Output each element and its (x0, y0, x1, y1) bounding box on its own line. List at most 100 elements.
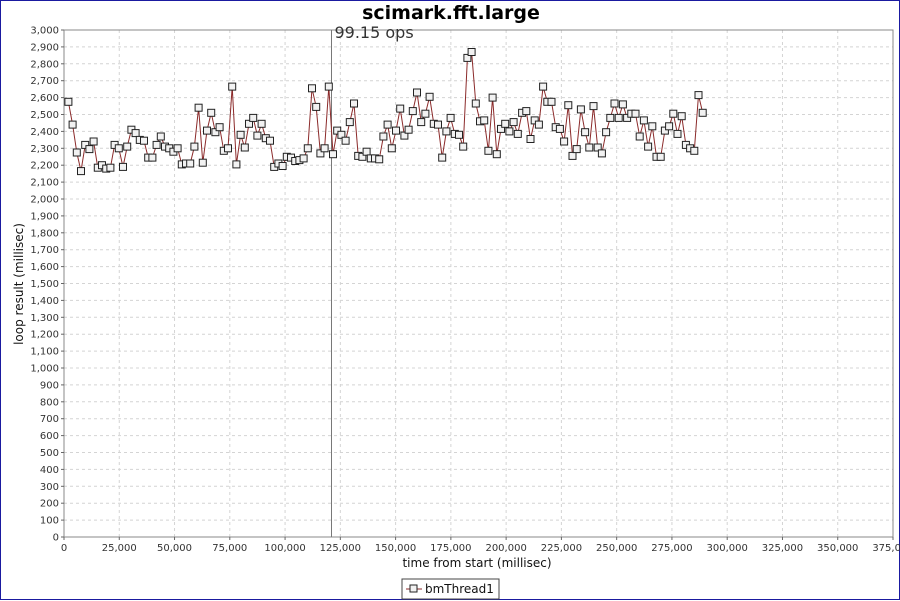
y-tick-label: 200 (40, 499, 59, 510)
data-point (698, 108, 707, 117)
data-point (404, 125, 413, 134)
x-tick-label: 75,000 (212, 543, 247, 554)
data-point (623, 113, 632, 122)
data-point (602, 128, 611, 137)
data-point (660, 126, 669, 135)
data-point (211, 128, 220, 137)
y-tick-label: 900 (40, 380, 59, 391)
data-point (198, 158, 207, 167)
data-point (383, 120, 392, 129)
data-point (484, 146, 493, 155)
data-point (610, 99, 619, 108)
data-point (341, 136, 350, 145)
y-axis-ticks: 0 100 200 300 400 500 600 700 800 900 1,000 1,100 1,… (30, 26, 64, 544)
data-point (240, 143, 249, 152)
data-point (308, 84, 316, 93)
data-point (253, 131, 262, 140)
y-tick-label: 2,100 (30, 178, 59, 189)
data-point (665, 122, 674, 131)
data-point (635, 132, 644, 141)
data-point (81, 140, 90, 149)
data-point (350, 99, 358, 108)
data-point (329, 150, 337, 159)
y-tick-label: 1,300 (30, 313, 59, 324)
data-point (140, 136, 148, 145)
x-tick-label: 225,000 (541, 543, 582, 554)
data-point (648, 122, 657, 131)
data-point (501, 119, 510, 128)
data-point (513, 129, 522, 138)
data-point (560, 137, 569, 146)
data-point (459, 142, 468, 151)
data-point (547, 97, 556, 106)
y-tick-label: 1,000 (30, 364, 59, 375)
data-point (669, 109, 678, 118)
data-point (480, 116, 489, 125)
y-tick-label: 2,700 (30, 76, 59, 87)
data-point (455, 130, 463, 139)
data-point (656, 152, 665, 161)
data-point (72, 148, 81, 157)
data-point (358, 152, 367, 161)
data-point (530, 116, 539, 125)
legend-swatch-marker (409, 584, 418, 593)
data-point (442, 127, 451, 136)
y-tick-label: 2,000 (30, 195, 59, 206)
x-tick-label: 150,000 (375, 543, 416, 554)
data-point (581, 128, 590, 137)
data-point (379, 132, 388, 141)
x-tick-label: 350,000 (817, 543, 858, 554)
data-point (534, 120, 543, 129)
x-axis-label: time from start (millisec) (402, 556, 551, 570)
y-tick-label: 100 (40, 516, 59, 527)
data-point (337, 130, 346, 139)
data-point (324, 82, 333, 91)
data-point (509, 118, 518, 127)
data-point (572, 145, 581, 154)
data-point (576, 105, 585, 114)
data-point (492, 150, 501, 159)
data-point (690, 146, 699, 155)
y-tick-label: 400 (40, 465, 59, 476)
data-point (618, 100, 627, 109)
data-point (421, 109, 430, 118)
data-point (434, 120, 442, 129)
data-point (589, 102, 598, 111)
data-point (614, 113, 623, 122)
x-tick-label: 175,000 (430, 543, 471, 554)
data-point (316, 149, 325, 158)
y-tick-label: 2,600 (30, 93, 59, 104)
legend-box (401, 578, 500, 600)
data-point (245, 119, 253, 128)
data-point (362, 147, 371, 156)
data-point (568, 151, 577, 160)
y-tick-label: 1,900 (30, 211, 59, 222)
y-tick-label: 2,900 (30, 42, 59, 53)
data-point (463, 53, 472, 62)
x-tick-label: 50,000 (157, 543, 192, 554)
data-point (77, 167, 85, 176)
data-point (333, 126, 342, 135)
x-axis-ticks: 0 25,000 50,000 75,000 100,000 125,000 150,000… (61, 537, 900, 554)
y-tick-label: 1,400 (30, 296, 59, 307)
y-tick-label: 3,000 (30, 26, 59, 37)
data-point (467, 48, 476, 56)
data-point (446, 113, 455, 122)
data-point (597, 149, 606, 158)
data-point (694, 91, 703, 100)
legend-label: bmThread1 (425, 582, 494, 596)
y-tick-label: 2,500 (30, 110, 59, 121)
data-point (257, 119, 266, 128)
y-tick-label: 1,200 (30, 330, 59, 341)
y-tick-label: 2,200 (30, 161, 59, 172)
x-tick-label: 275,000 (651, 543, 692, 554)
y-tick-label: 2,300 (30, 144, 59, 155)
data-point (639, 116, 648, 125)
data-point (471, 99, 480, 108)
data-point (224, 144, 232, 153)
x-tick-label: 375,000 (872, 543, 900, 554)
x-tick-label: 250,000 (596, 543, 637, 554)
data-point (114, 144, 123, 153)
legend[interactable]: bmThread1 (401, 578, 500, 600)
data-point (312, 102, 321, 111)
